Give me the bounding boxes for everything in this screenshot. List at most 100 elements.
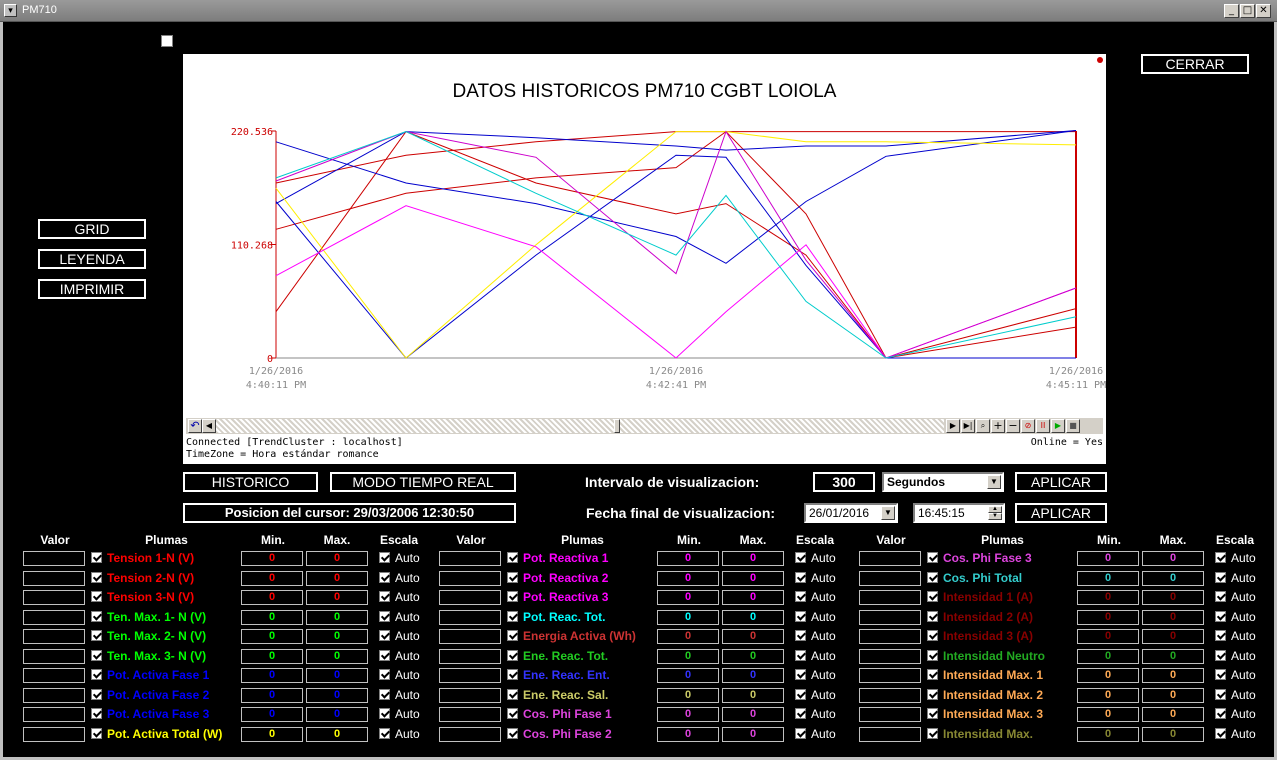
auto-checkbox[interactable] [795, 552, 806, 563]
max-field[interactable]: 0 [722, 590, 784, 605]
maximize-icon[interactable]: □ [1240, 4, 1255, 18]
pen-checkbox[interactable] [91, 708, 102, 719]
max-field[interactable]: 0 [1142, 609, 1204, 625]
top-checkbox[interactable] [161, 35, 173, 47]
min-field[interactable]: 0 [1077, 687, 1139, 703]
auto-checkbox[interactable] [379, 669, 390, 680]
pen-checkbox[interactable] [507, 610, 518, 622]
max-field[interactable]: 0 [306, 629, 368, 644]
chevron-down-icon[interactable]: ▼ [987, 475, 1001, 489]
play-icon[interactable]: ▶ [1051, 419, 1065, 433]
pen-checkbox[interactable] [927, 552, 938, 563]
max-field[interactable]: 0 [306, 687, 368, 703]
pen-checkbox[interactable] [91, 727, 102, 739]
max-field[interactable]: 0 [1142, 590, 1204, 605]
pen-checkbox[interactable] [507, 630, 518, 641]
min-field[interactable]: 0 [1077, 707, 1139, 722]
scroll-right-icon[interactable]: ▶ [946, 419, 960, 433]
max-field[interactable]: 0 [722, 648, 784, 664]
undo-icon[interactable]: ↶ [188, 419, 202, 433]
trend-chart[interactable]: DATOS HISTORICOS PM710 CGBT LOIOLA 220.5… [183, 54, 1106, 464]
pen-checkbox[interactable] [91, 630, 102, 641]
max-field[interactable]: 0 [722, 629, 784, 644]
min-field[interactable]: 0 [1077, 570, 1139, 586]
auto-checkbox[interactable] [1215, 591, 1226, 602]
intervalo-unit-select[interactable]: Segundos ▼ [882, 472, 1004, 492]
pen-checkbox[interactable] [91, 552, 102, 563]
auto-checkbox[interactable] [1215, 649, 1226, 661]
chevron-down-icon[interactable]: ▼ [881, 506, 895, 520]
auto-checkbox[interactable] [795, 688, 806, 700]
max-field[interactable]: 0 [1142, 726, 1204, 742]
auto-checkbox[interactable] [1215, 727, 1226, 739]
system-menu-icon[interactable]: ▾ [4, 4, 17, 17]
auto-checkbox[interactable] [795, 708, 806, 719]
max-field[interactable]: 0 [1142, 648, 1204, 664]
auto-checkbox[interactable] [379, 688, 390, 700]
max-field[interactable]: 0 [306, 570, 368, 586]
zoom-out-icon[interactable]: − [1006, 419, 1020, 433]
grid-button[interactable]: GRID [38, 219, 146, 239]
min-field[interactable]: 0 [657, 590, 719, 605]
auto-checkbox[interactable] [795, 727, 806, 739]
min-field[interactable]: 0 [1077, 609, 1139, 625]
max-field[interactable]: 0 [722, 707, 784, 722]
auto-checkbox[interactable] [795, 649, 806, 661]
pen-checkbox[interactable] [507, 649, 518, 661]
min-field[interactable]: 0 [1077, 726, 1139, 742]
fecha-date-picker[interactable]: 26/01/2016 ▼ [804, 503, 898, 523]
scroll-left-icon[interactable]: ◀ [202, 419, 216, 433]
auto-checkbox[interactable] [1215, 688, 1226, 700]
spin-down-icon[interactable]: ▼ [988, 513, 1002, 520]
pen-checkbox[interactable] [91, 669, 102, 680]
auto-checkbox[interactable] [379, 649, 390, 661]
max-field[interactable]: 0 [1142, 707, 1204, 722]
max-field[interactable]: 0 [1142, 570, 1204, 586]
max-field[interactable]: 0 [722, 551, 784, 566]
auto-checkbox[interactable] [379, 571, 390, 583]
spin-up-icon[interactable]: ▲ [988, 506, 1002, 513]
min-field[interactable]: 0 [657, 648, 719, 664]
max-field[interactable]: 0 [722, 609, 784, 625]
auto-checkbox[interactable] [1215, 630, 1226, 641]
auto-checkbox[interactable] [795, 571, 806, 583]
pen-checkbox[interactable] [927, 669, 938, 680]
tiempo-real-button[interactable]: MODO TIEMPO REAL [330, 472, 516, 492]
auto-checkbox[interactable] [379, 552, 390, 563]
pen-checkbox[interactable] [927, 649, 938, 661]
auto-checkbox[interactable] [379, 727, 390, 739]
min-field[interactable]: 0 [657, 707, 719, 722]
min-field[interactable]: 0 [241, 590, 303, 605]
min-field[interactable]: 0 [241, 629, 303, 644]
pen-checkbox[interactable] [507, 708, 518, 719]
pen-checkbox[interactable] [927, 610, 938, 622]
pen-checkbox[interactable] [507, 669, 518, 680]
auto-checkbox[interactable] [1215, 571, 1226, 583]
min-field[interactable]: 0 [241, 570, 303, 586]
min-field[interactable]: 0 [657, 726, 719, 742]
max-field[interactable]: 0 [1142, 687, 1204, 703]
minimize-icon[interactable]: _ [1224, 4, 1239, 18]
max-field[interactable]: 0 [306, 668, 368, 683]
auto-checkbox[interactable] [379, 591, 390, 602]
min-field[interactable]: 0 [241, 726, 303, 742]
max-field[interactable]: 0 [722, 668, 784, 683]
auto-checkbox[interactable] [795, 669, 806, 680]
min-field[interactable]: 0 [657, 668, 719, 683]
min-field[interactable]: 0 [1077, 629, 1139, 644]
min-field[interactable]: 0 [241, 648, 303, 664]
min-field[interactable]: 0 [657, 609, 719, 625]
max-field[interactable]: 0 [306, 609, 368, 625]
max-field[interactable]: 0 [306, 707, 368, 722]
pause-icon[interactable]: II [1036, 419, 1050, 433]
min-field[interactable]: 0 [657, 551, 719, 566]
auto-checkbox[interactable] [1215, 610, 1226, 622]
pen-checkbox[interactable] [507, 727, 518, 739]
min-field[interactable]: 0 [1077, 551, 1139, 566]
min-field[interactable]: 0 [1077, 590, 1139, 605]
pen-checkbox[interactable] [91, 610, 102, 622]
max-field[interactable]: 0 [306, 590, 368, 605]
pen-checkbox[interactable] [927, 688, 938, 700]
auto-checkbox[interactable] [1215, 552, 1226, 563]
pen-checkbox[interactable] [507, 591, 518, 602]
